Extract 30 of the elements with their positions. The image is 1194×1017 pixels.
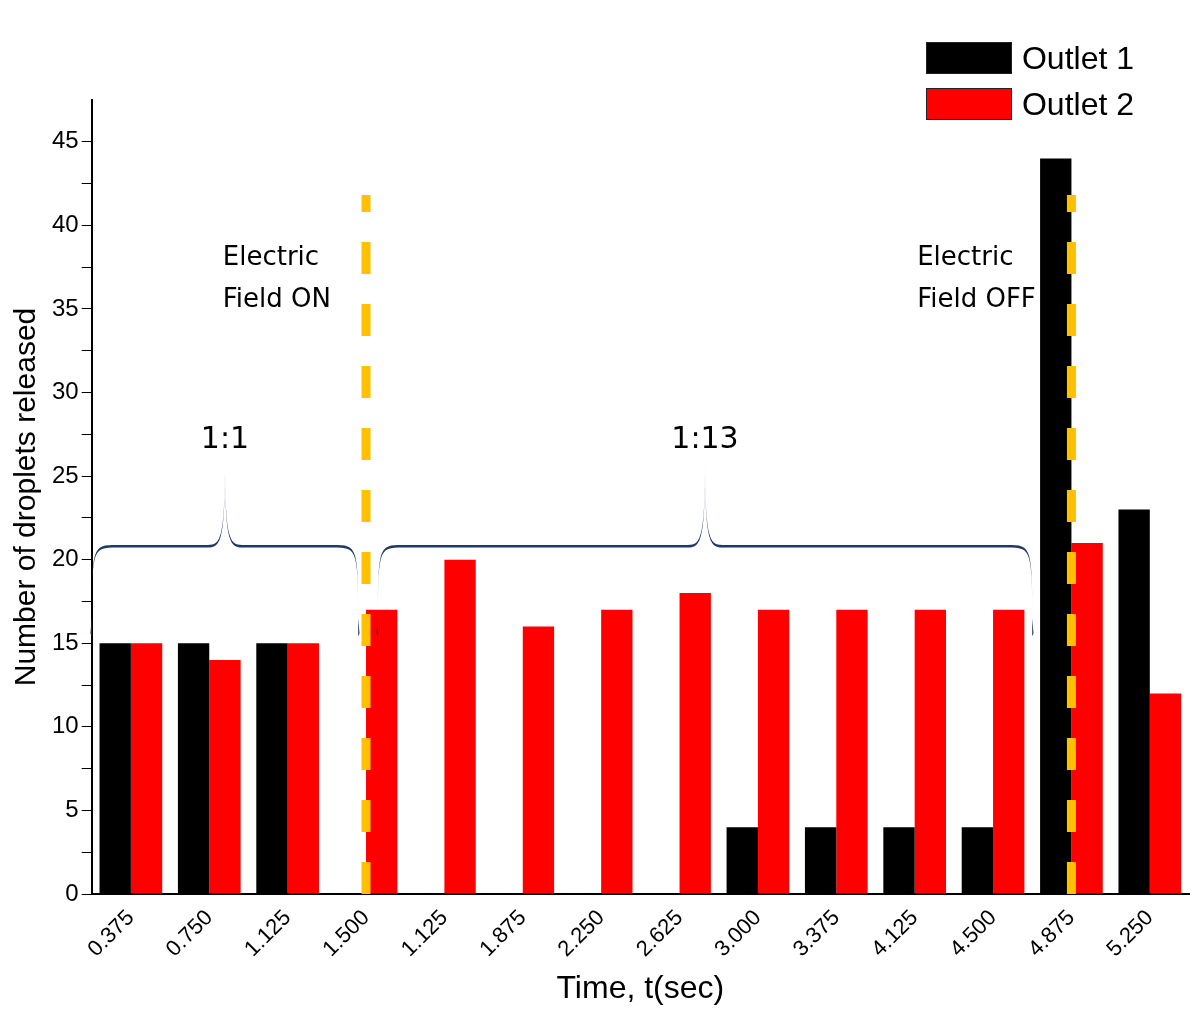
y-axis-title: Number of droplets released (8, 307, 42, 687)
y-tick-label: 15 (51, 627, 79, 655)
bar (444, 559, 476, 894)
bar (679, 593, 711, 894)
bar (287, 643, 319, 894)
bar (1149, 693, 1182, 894)
y-tick-label: 10 (51, 711, 79, 739)
bar (522, 626, 555, 894)
ref-line-label: Electric Field ON (222, 240, 331, 315)
bar (130, 643, 163, 894)
y-tick-label: 30 (51, 377, 79, 405)
y-tick-label: 0 (65, 878, 79, 906)
y-tick-label: 5 (65, 795, 79, 823)
y-tick-label: 40 (51, 209, 79, 237)
y-tick-label: 25 (51, 460, 79, 488)
bar (914, 609, 947, 894)
y-tick-label: 45 (51, 126, 79, 154)
ref-line-label: Electric Field OFF (917, 240, 1036, 315)
bar (757, 609, 790, 894)
y-tick-label: 20 (51, 544, 79, 572)
annotation: 1:1 (200, 420, 250, 456)
y-tick-label: 35 (51, 293, 79, 321)
x-axis-title: Time, t(sec) (556, 968, 725, 1005)
legend-label: Outlet 1 (1021, 39, 1134, 77)
bar (601, 609, 633, 894)
annotation: 1:13 (671, 420, 739, 456)
bar (993, 609, 1025, 894)
bar (209, 659, 241, 894)
bar (836, 609, 868, 894)
legend-label: Outlet 2 (1021, 85, 1134, 123)
